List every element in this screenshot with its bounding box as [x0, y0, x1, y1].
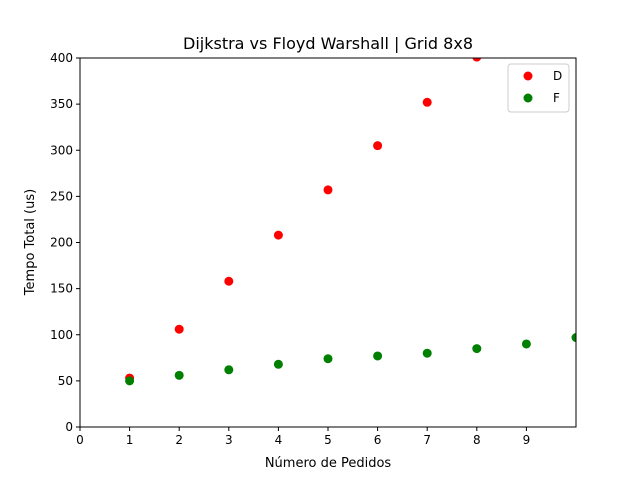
data-point-d: [373, 141, 383, 151]
legend-box: [507, 63, 570, 113]
data-point-d: [323, 185, 333, 195]
data-point-f: [422, 348, 432, 358]
data-marks: [125, 58, 576, 386]
data-point-f: [224, 365, 234, 375]
y-axis-label: Tempo Total (us): [23, 189, 38, 296]
data-point-d: [472, 58, 482, 62]
x-tick-label: 4: [275, 433, 283, 447]
y-tick-label: 300: [50, 143, 73, 157]
x-tick-label: 3: [225, 433, 233, 447]
y-tick-label: 350: [50, 97, 73, 111]
data-point-f: [323, 354, 333, 364]
x-tick-label: 7: [423, 433, 431, 447]
data-point-f: [125, 376, 135, 386]
data-point-f: [273, 359, 283, 369]
legend-label-f: F: [553, 91, 560, 105]
plot-frame: [79, 57, 577, 428]
chart-title: Dijkstra vs Floyd Warshall | Grid 8x8: [183, 34, 473, 53]
legend: DF: [507, 63, 570, 113]
data-point-d: [224, 276, 234, 286]
data-point-d: [273, 230, 283, 240]
x-tick-label: 1: [126, 433, 134, 447]
data-point-f: [571, 333, 576, 343]
axis-ticks: 0 1 2 3 4 5 6 7 8 9 0 50 100 150 200 250 300 350 400: [50, 51, 530, 447]
y-tick-label: 200: [50, 236, 73, 250]
x-tick-label: 0: [76, 433, 84, 447]
y-tick-label: 400: [50, 51, 73, 65]
data-point-d: [422, 97, 432, 107]
data-point-f: [174, 370, 184, 380]
data-point-f: [472, 344, 482, 354]
y-tick-label: 0: [65, 420, 73, 434]
y-tick-label: 150: [50, 282, 73, 296]
data-point-f: [373, 351, 383, 361]
x-axis-label: Número de Pedidos: [265, 456, 392, 471]
y-tick-label: 50: [58, 374, 73, 388]
x-tick-label: 9: [523, 433, 531, 447]
legend-marker-f: [523, 93, 533, 103]
x-tick-label: 2: [175, 433, 183, 447]
x-tick-label: 5: [324, 433, 332, 447]
x-tick-label: 6: [374, 433, 382, 447]
y-tick-label: 100: [50, 328, 73, 342]
data-point-d: [174, 324, 184, 334]
data-point-f: [521, 339, 531, 349]
legend-label-d: D: [553, 69, 562, 83]
y-tick-label: 250: [50, 189, 73, 203]
x-tick-label: 8: [473, 433, 481, 447]
legend-marker-d: [523, 71, 533, 81]
